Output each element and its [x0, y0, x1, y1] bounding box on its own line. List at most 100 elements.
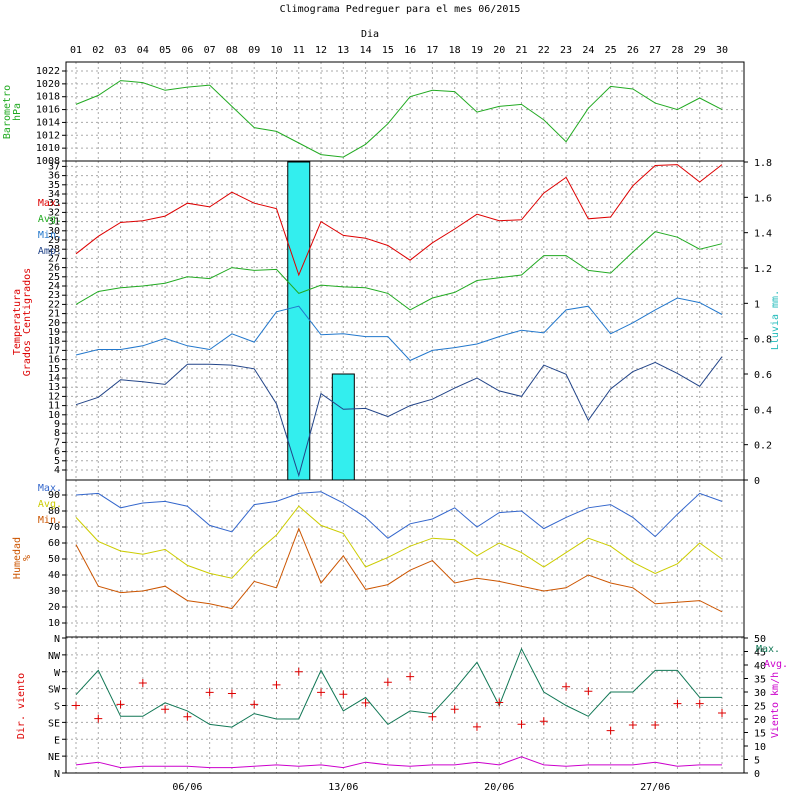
- hum-axis-label: Humedad: [12, 537, 23, 579]
- temp-tick-label: 31: [48, 217, 60, 228]
- dir-axis-label: Dir. viento: [16, 673, 27, 739]
- hum-tick-label: 80: [48, 506, 60, 517]
- wind-tick-label: 25: [754, 702, 766, 713]
- temp-tick-label: 25: [48, 272, 60, 283]
- hum-tick-label: 50: [48, 554, 60, 565]
- wind-direction-marker: [339, 690, 348, 699]
- date-label: 27/06: [640, 782, 670, 793]
- day-label: 20: [493, 45, 505, 56]
- baro-tick-label: 1018: [36, 92, 60, 103]
- wind-direction-marker: [383, 678, 392, 687]
- wind-tick-label: 40: [754, 661, 766, 672]
- rain-tick-label: 1.4: [754, 229, 772, 240]
- wind-tick-label: 50: [754, 634, 766, 645]
- temp-tick-label: 4: [54, 465, 60, 476]
- temp-tick-label: 30: [48, 226, 60, 237]
- wind-direction-marker: [695, 699, 704, 708]
- baro-tick-label: 1022: [36, 66, 60, 77]
- wind-direction-marker: [651, 721, 660, 729]
- dir-tick-label: E: [54, 735, 60, 746]
- day-label: 10: [270, 45, 282, 56]
- baro-tick-label: 1016: [36, 105, 60, 116]
- temp-amp-line: [75, 356, 723, 478]
- day-label: 28: [671, 45, 683, 56]
- wind-direction-marker: [205, 688, 214, 697]
- wind-direction-marker: [584, 687, 593, 696]
- temp-legend-entry: Min.: [38, 230, 62, 241]
- day-label: 13: [337, 45, 349, 56]
- temp-tick-label: 6: [54, 447, 60, 458]
- wind-tick-label: 15: [754, 729, 766, 740]
- wind-direction-marker: [472, 722, 481, 731]
- temp-axis-label: Grados Centigrados: [22, 268, 33, 376]
- baro-axis-label: hPa: [12, 103, 23, 121]
- viento-panel: [65, 636, 745, 774]
- wind-direction-marker: [272, 680, 281, 689]
- day-label: 04: [137, 45, 149, 56]
- dir-tick-label: NE: [48, 752, 60, 763]
- wind-direction-marker: [94, 714, 103, 723]
- temp-tick-label: 5: [54, 456, 60, 467]
- temp-tick-label: 32: [48, 207, 60, 218]
- date-label: 20/06: [484, 782, 514, 793]
- wind-legend-entry: Max.: [756, 644, 780, 655]
- wind-direction-marker: [161, 705, 170, 714]
- wind-direction-marker: [72, 701, 80, 710]
- day-label: 05: [159, 45, 171, 56]
- hum-legend-entry: Avg.: [38, 499, 62, 510]
- temp-tick-label: 37: [48, 161, 60, 172]
- baro-tick-label: 1010: [36, 143, 60, 154]
- plot-area: 01 02 03 04 05 06 07 08 09 10 11 12 13 14 15 16 17 18 19 20…: [2, 45, 788, 793]
- rain-tick-label: 1.8: [754, 158, 772, 169]
- temp-legend-entry: Avg.: [38, 214, 62, 225]
- hum-tick-label: 20: [48, 602, 60, 613]
- day-label: 02: [92, 45, 104, 56]
- wind-direction-marker: [183, 712, 192, 721]
- wind-tick-label: 45: [754, 648, 766, 659]
- wind-tick-label: 5: [754, 756, 760, 767]
- wind-direction-marker: [428, 712, 437, 721]
- wind-direction-marker: [450, 705, 459, 714]
- day-label: 16: [404, 45, 416, 56]
- day-label: 11: [293, 45, 305, 56]
- temp-tick-label: 9: [54, 419, 60, 430]
- baro-tick-label: 1008: [36, 156, 60, 167]
- day-label: 21: [515, 45, 527, 56]
- temp-tick-label: 20: [48, 318, 60, 329]
- rain-tick-label: 0.2: [754, 441, 772, 452]
- wind-max-line: [75, 647, 722, 728]
- wind-direction-marker: [539, 717, 548, 726]
- wind-direction-marker: [294, 667, 303, 676]
- dir-tick-label: SE: [48, 718, 60, 729]
- hum-tick-label: 30: [48, 586, 60, 597]
- hum-tick-label: 70: [48, 522, 60, 533]
- hum-tick-label: 60: [48, 538, 60, 549]
- day-label: 18: [449, 45, 461, 56]
- rain-tick-label: 0: [754, 476, 760, 487]
- temp-tick-label: 7: [54, 437, 60, 448]
- day-label: 29: [694, 45, 706, 56]
- temp-tick-label: 27: [48, 253, 60, 264]
- wind-direction-marker: [250, 700, 259, 709]
- wind-tick-label: 0: [754, 769, 760, 780]
- wind-direction-marker: [361, 698, 370, 707]
- temp-legend-entry: Max.: [38, 198, 62, 209]
- temp-avg-line: [75, 231, 723, 311]
- wind-legend-entry: Avg.: [764, 659, 788, 670]
- day-label: 25: [605, 45, 617, 56]
- temp-tick-label: 11: [48, 401, 60, 412]
- temp-tick-label: 16: [48, 355, 60, 366]
- day-label: 14: [360, 45, 372, 56]
- rain-tick-label: 1.6: [754, 193, 772, 204]
- rain-tick-label: 0.4: [754, 405, 772, 416]
- temp-tick-label: 26: [48, 263, 60, 274]
- hum-legend-entry: Min.: [38, 515, 62, 526]
- temp-legend-entry: Amp.: [38, 246, 62, 257]
- day-label: 17: [426, 45, 438, 56]
- temp-tick-label: 21: [48, 309, 60, 320]
- temp-tick-label: 10: [48, 410, 60, 421]
- baro-tick-label: 1014: [36, 117, 60, 128]
- day-label: 15: [382, 45, 394, 56]
- wind-direction-marker: [317, 688, 326, 697]
